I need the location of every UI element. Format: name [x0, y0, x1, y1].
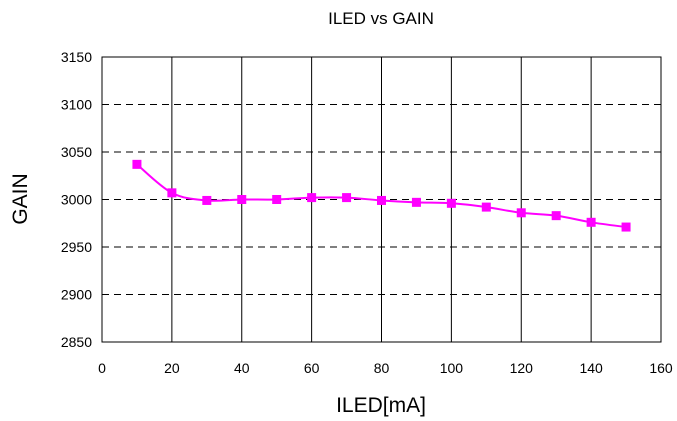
y-tick-label: 3050	[61, 144, 92, 160]
x-tick-label: 60	[304, 360, 320, 376]
y-tick-label: 2900	[61, 287, 92, 303]
y-tick-label: 2850	[61, 334, 92, 350]
data-point	[551, 211, 561, 221]
data-point	[272, 195, 282, 204]
plot-area	[101, 56, 662, 343]
data-point	[132, 159, 142, 169]
data-point	[202, 195, 212, 205]
y-tick-label: 3000	[61, 192, 92, 208]
series	[132, 159, 631, 232]
data-point	[586, 217, 596, 227]
x-tick-label: 0	[98, 360, 106, 376]
y-tick-label: 3100	[61, 97, 92, 113]
data-point	[167, 188, 177, 198]
data-point	[621, 222, 631, 232]
data-point	[377, 195, 386, 205]
data-point	[481, 202, 491, 212]
x-tick-label: 140	[579, 360, 603, 376]
x-tick-label: 100	[440, 360, 464, 376]
x-tick-label: 160	[649, 360, 673, 376]
x-tick-label: 20	[164, 360, 180, 376]
x-tick-label: 120	[510, 360, 534, 376]
x-tick-label: 40	[234, 360, 250, 376]
data-point	[342, 193, 352, 203]
data-point	[411, 197, 421, 207]
data-point	[516, 208, 526, 218]
x-axis-title: ILED[mA]	[336, 394, 426, 417]
y-tick-label: 3150	[61, 49, 92, 65]
data-point	[307, 193, 317, 203]
tick-labels: 2850 2900 2950 3000 3050 3100 3150 0 20 40 60 80 100…	[61, 49, 673, 376]
chart-title: ILED vs GAIN	[328, 9, 434, 28]
data-point	[237, 195, 247, 204]
x-tick-label: 80	[374, 360, 390, 376]
y-axis-title: GAIN	[9, 173, 32, 224]
data-point	[446, 198, 456, 208]
y-tick-label: 2950	[61, 239, 92, 255]
